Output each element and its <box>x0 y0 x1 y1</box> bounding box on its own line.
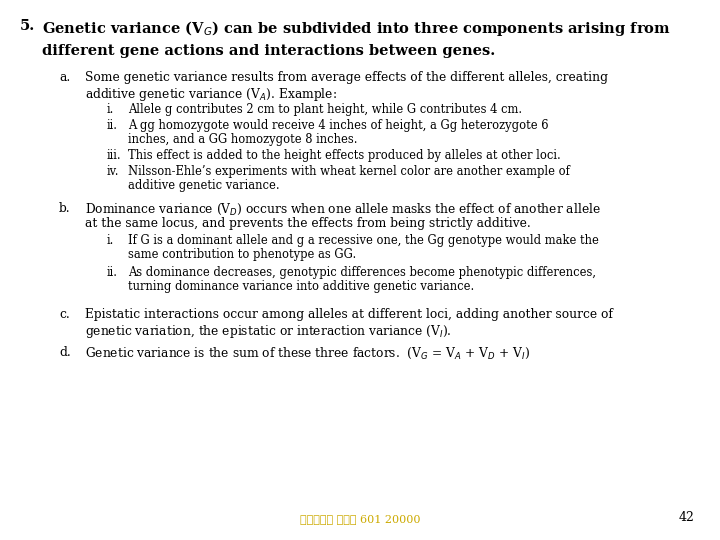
Text: Some genetic variance results from average effects of the different alleles, cre: Some genetic variance results from avera… <box>85 71 608 84</box>
Text: 5.: 5. <box>20 19 35 33</box>
Text: If G is a dominant allele and g a recessive one, the Gg genotype would make the: If G is a dominant allele and g a recess… <box>128 234 599 247</box>
Text: additive genetic variance (V$_A$). Example:: additive genetic variance (V$_A$). Examp… <box>85 86 337 103</box>
Text: ii.: ii. <box>107 119 117 132</box>
Text: 台大農藝系 邁傳學 601 20000: 台大農藝系 邁傳學 601 20000 <box>300 514 420 524</box>
Text: iv.: iv. <box>107 165 119 178</box>
Text: ii.: ii. <box>107 266 117 279</box>
Text: This effect is added to the height effects produced by alleles at other loci.: This effect is added to the height effec… <box>128 149 561 162</box>
Text: a.: a. <box>59 71 71 84</box>
Text: different gene actions and interactions between genes.: different gene actions and interactions … <box>42 44 495 58</box>
Text: As dominance decreases, genotypic differences become phenotypic differences,: As dominance decreases, genotypic differ… <box>128 266 596 279</box>
Text: i.: i. <box>107 103 114 116</box>
Text: same contribution to phenotype as GG.: same contribution to phenotype as GG. <box>128 248 356 261</box>
Text: genetic variation, the epistatic or interaction variance (V$_I$).: genetic variation, the epistatic or inte… <box>85 323 451 340</box>
Text: Nilsson-Ehle’s experiments with wheat kernel color are another example of: Nilsson-Ehle’s experiments with wheat ke… <box>128 165 570 178</box>
Text: Dominance variance (V$_D$) occurs when one allele masks the effect of another al: Dominance variance (V$_D$) occurs when o… <box>85 202 600 217</box>
Text: Allele g contributes 2 cm to plant height, while G contributes 4 cm.: Allele g contributes 2 cm to plant heigh… <box>128 103 522 116</box>
Text: 42: 42 <box>679 511 695 524</box>
Text: b.: b. <box>59 202 71 215</box>
Text: Genetic variance (V$_G$) can be subdivided into three components arising from: Genetic variance (V$_G$) can be subdivid… <box>42 19 670 38</box>
Text: Genetic variance is the sum of these three factors.  (V$_G$ = V$_A$ + V$_D$ + V$: Genetic variance is the sum of these thr… <box>85 346 531 361</box>
Text: Epistatic interactions occur among alleles at different loci, adding another sou: Epistatic interactions occur among allel… <box>85 308 613 321</box>
Text: at the same locus, and prevents the effects from being strictly additive.: at the same locus, and prevents the effe… <box>85 217 531 230</box>
Text: i.: i. <box>107 234 114 247</box>
Text: turning dominance variance into additive genetic variance.: turning dominance variance into additive… <box>128 280 474 293</box>
Text: iii.: iii. <box>107 149 121 162</box>
Text: additive genetic variance.: additive genetic variance. <box>128 179 280 192</box>
Text: d.: d. <box>59 346 71 359</box>
Text: c.: c. <box>59 308 70 321</box>
Text: inches, and a GG homozygote 8 inches.: inches, and a GG homozygote 8 inches. <box>128 133 358 146</box>
Text: A gg homozygote would receive 4 inches of height, a Gg heterozygote 6: A gg homozygote would receive 4 inches o… <box>128 119 549 132</box>
